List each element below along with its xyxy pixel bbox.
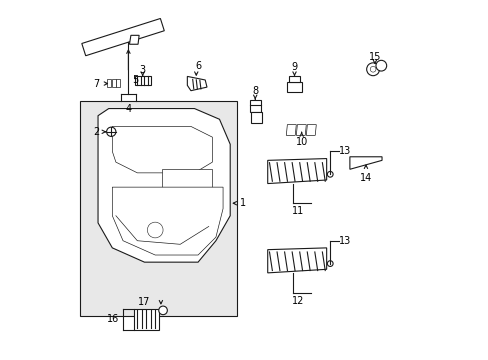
Polygon shape [187, 76, 206, 91]
Circle shape [326, 171, 332, 177]
Text: 13: 13 [338, 236, 351, 246]
Polygon shape [249, 100, 260, 112]
Text: 8: 8 [252, 86, 258, 96]
Polygon shape [349, 157, 381, 169]
Polygon shape [112, 187, 223, 255]
Text: 1: 1 [240, 198, 246, 208]
Text: 14: 14 [359, 173, 371, 183]
Text: 15: 15 [368, 52, 380, 62]
Circle shape [147, 222, 163, 238]
Text: 2: 2 [93, 127, 99, 137]
Circle shape [326, 261, 332, 266]
Circle shape [159, 306, 167, 315]
Polygon shape [267, 158, 326, 184]
Text: 4: 4 [125, 104, 131, 113]
Text: 7: 7 [93, 78, 99, 89]
Polygon shape [107, 79, 111, 87]
Polygon shape [135, 76, 150, 85]
Text: 16: 16 [107, 314, 119, 324]
Text: 6: 6 [195, 61, 201, 71]
Polygon shape [98, 109, 230, 262]
FancyBboxPatch shape [80, 102, 237, 316]
Polygon shape [305, 125, 316, 135]
Text: 13: 13 [338, 147, 351, 157]
Text: 10: 10 [295, 138, 307, 148]
Polygon shape [134, 309, 159, 330]
Circle shape [106, 127, 116, 136]
Polygon shape [129, 35, 139, 44]
Circle shape [366, 63, 379, 76]
Polygon shape [267, 248, 326, 273]
Text: 3: 3 [140, 65, 145, 75]
Text: 17: 17 [138, 297, 150, 307]
Text: 9: 9 [291, 63, 297, 72]
Polygon shape [116, 79, 120, 87]
Polygon shape [285, 125, 296, 135]
Text: 11: 11 [291, 206, 304, 216]
Polygon shape [288, 76, 299, 82]
Circle shape [375, 60, 386, 71]
Polygon shape [296, 125, 305, 135]
Polygon shape [111, 79, 115, 87]
Polygon shape [162, 169, 212, 194]
Polygon shape [287, 82, 301, 93]
Text: 12: 12 [291, 296, 304, 306]
Text: 5: 5 [132, 75, 139, 85]
Polygon shape [250, 112, 261, 123]
Polygon shape [81, 18, 164, 56]
